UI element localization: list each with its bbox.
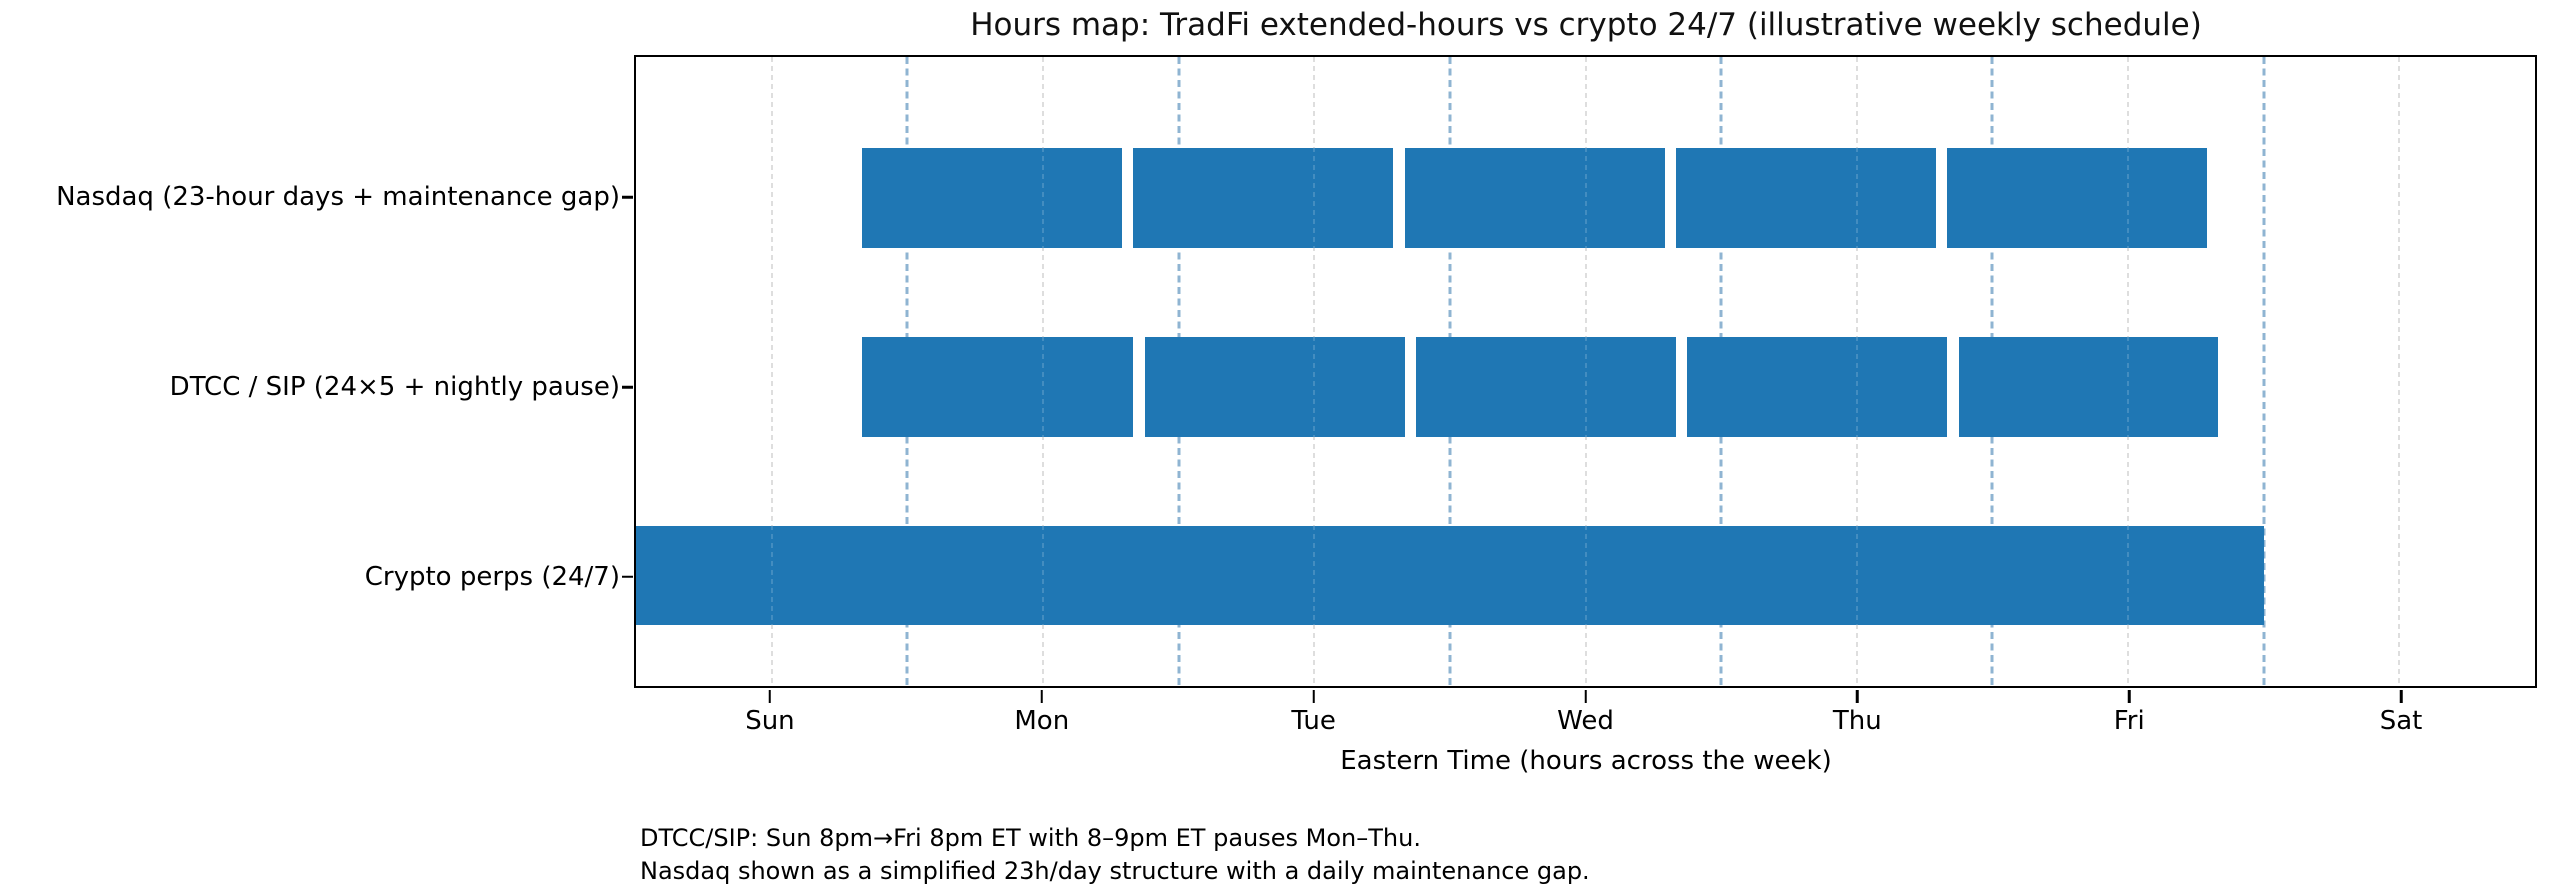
bar-segment: [1947, 148, 2208, 248]
x-tick-mark: [1584, 690, 1587, 703]
tick-gridline-overlay: [1313, 57, 1316, 686]
tick-gridline-overlay: [1855, 57, 1858, 686]
tick-gridline: [770, 57, 773, 686]
bar-segment: [1415, 337, 1676, 437]
tick-gridline-overlay: [1041, 57, 1044, 686]
y-tick-mark: [622, 575, 633, 579]
x-tick-mark: [2127, 690, 2131, 703]
x-tick-mark: [2399, 690, 2403, 703]
x-tick-label: Sat: [2379, 706, 2423, 736]
plot-area: [634, 55, 2537, 688]
bar-segment: [636, 525, 2264, 626]
y-tick-mark: [622, 385, 633, 389]
x-axis-title: Eastern Time (hours across the week): [1340, 746, 1832, 776]
tick-gridline-overlay: [2127, 57, 2130, 686]
x-tick-label: Fri: [2113, 706, 2145, 736]
bar-segment: [1687, 337, 1948, 437]
tick-gridline: [2398, 57, 2401, 686]
tick-gridline-overlay: [770, 57, 773, 686]
x-tick-label: Tue: [1291, 706, 1336, 736]
y-tick-mark: [622, 195, 633, 199]
footnote-line: Nasdaq shown as a simplified 23h/day str…: [640, 857, 1590, 885]
tick-gridline-overlay: [1584, 57, 1587, 686]
x-tick-label: Wed: [1557, 706, 1614, 736]
bar-segment: [1133, 148, 1394, 248]
bar-segment: [1144, 337, 1405, 437]
y-axis-row-label: Crypto perps (24/7): [364, 561, 620, 592]
tick-gridline-overlay: [2398, 57, 2401, 686]
bar-segment: [862, 148, 1123, 248]
bar-segment: [1404, 148, 1665, 248]
footnote: DTCC/SIP: Sun 8pm→Fri 8pm ET with 8–9pm …: [640, 822, 1590, 888]
chart-title: Hours map: TradFi extended-hours vs cryp…: [970, 7, 2202, 43]
bar-segment: [862, 337, 1134, 437]
x-tick-label: Sun: [745, 706, 795, 736]
day-boundary-gridline: [2262, 57, 2266, 686]
bar-segment: [1675, 148, 1936, 248]
y-axis-row-label: Nasdaq (23-hour days + maintenance gap): [56, 182, 620, 213]
x-tick-label: Mon: [1014, 706, 1070, 736]
y-axis-row-label: DTCC / SIP (24×5 + nightly pause): [169, 372, 620, 402]
x-tick-label: Thu: [1832, 706, 1882, 736]
x-tick-mark: [1312, 690, 1315, 703]
x-tick-mark: [1040, 690, 1044, 703]
bar-segment: [1958, 337, 2219, 437]
footnote-line: DTCC/SIP: Sun 8pm→Fri 8pm ET with 8–9pm …: [640, 824, 1421, 852]
x-tick-mark: [1856, 690, 1859, 703]
x-tick-mark: [768, 690, 772, 703]
